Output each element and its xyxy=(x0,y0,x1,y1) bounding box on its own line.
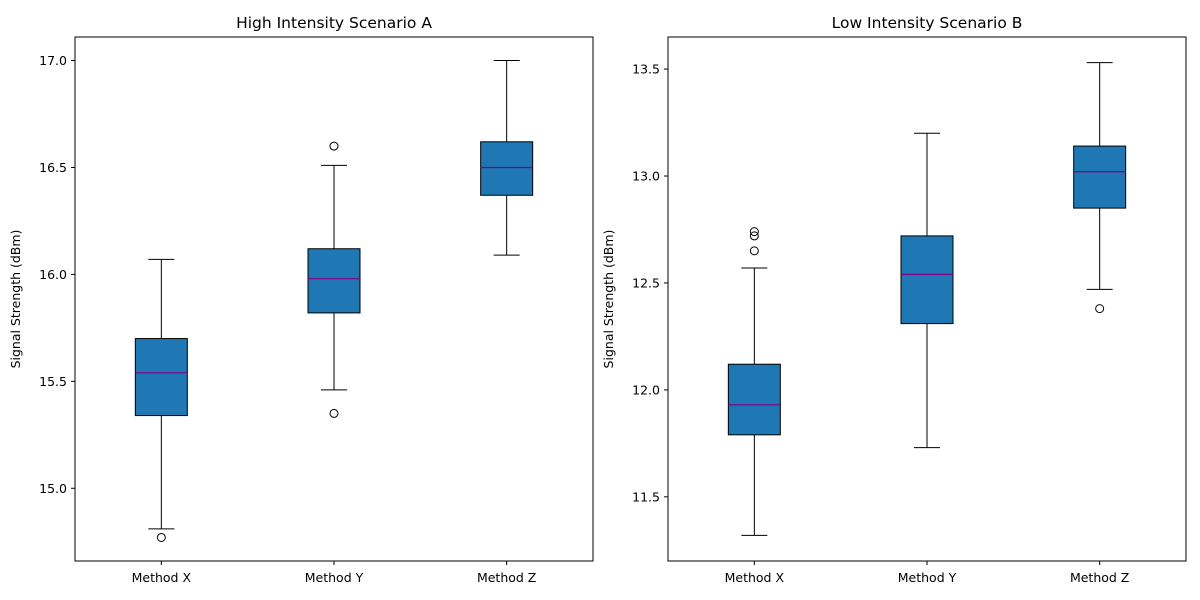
y-tick-label: 15.5 xyxy=(39,374,67,389)
x-tick-label: Method X xyxy=(725,570,785,585)
iqr-box xyxy=(727,363,781,436)
outlier-point xyxy=(329,408,339,418)
y-axis-label: Signal Strength (dBm) xyxy=(8,230,23,369)
y-tick-label: 16.5 xyxy=(39,160,67,175)
box-method-y xyxy=(900,132,954,449)
y-tick-label: 13.5 xyxy=(632,62,660,77)
y-axis-label: Signal Strength (dBm) xyxy=(601,230,616,369)
box-method-z xyxy=(1073,62,1127,314)
x-tick-label: Method Z xyxy=(477,570,536,585)
outlier-point xyxy=(156,532,166,542)
iqr-box xyxy=(900,235,954,325)
x-tick-label: Method X xyxy=(132,570,192,585)
outlier-point xyxy=(749,227,759,237)
x-tick-label: Method Z xyxy=(1070,570,1129,585)
plot-frame xyxy=(667,36,1187,562)
iqr-box xyxy=(1073,145,1127,209)
outlier-point xyxy=(749,231,759,241)
chart-title: Low Intensity Scenario B xyxy=(832,14,1023,32)
x-tick-label: Method Y xyxy=(898,570,957,585)
y-tick-label: 12.0 xyxy=(632,382,660,397)
outlier-point xyxy=(749,246,759,256)
box-method-x xyxy=(134,258,188,542)
y-tick-label: 11.5 xyxy=(632,489,660,504)
chart-panel-1: High Intensity Scenario A Signal Strength… xyxy=(8,14,594,585)
iqr-box xyxy=(480,141,534,196)
outlier-point xyxy=(1095,304,1105,314)
y-tick-label: 15.0 xyxy=(39,481,67,496)
chart-panel-2: Low Intensity Scenario B Signal Strength … xyxy=(601,14,1187,585)
box-method-x xyxy=(727,227,781,536)
outlier-point xyxy=(329,141,339,151)
y-tick-label: 12.5 xyxy=(632,275,660,290)
chart-title: High Intensity Scenario A xyxy=(236,14,432,32)
y-tick-label: 13.0 xyxy=(632,169,660,184)
plot-frame xyxy=(74,36,594,562)
box-method-z xyxy=(480,60,534,256)
x-tick-label: Method Y xyxy=(305,570,364,585)
iqr-box xyxy=(307,248,361,314)
y-tick-label: 16.0 xyxy=(39,267,67,282)
box-method-y xyxy=(307,141,361,418)
y-tick-label: 17.0 xyxy=(39,53,67,68)
iqr-box xyxy=(134,338,188,417)
